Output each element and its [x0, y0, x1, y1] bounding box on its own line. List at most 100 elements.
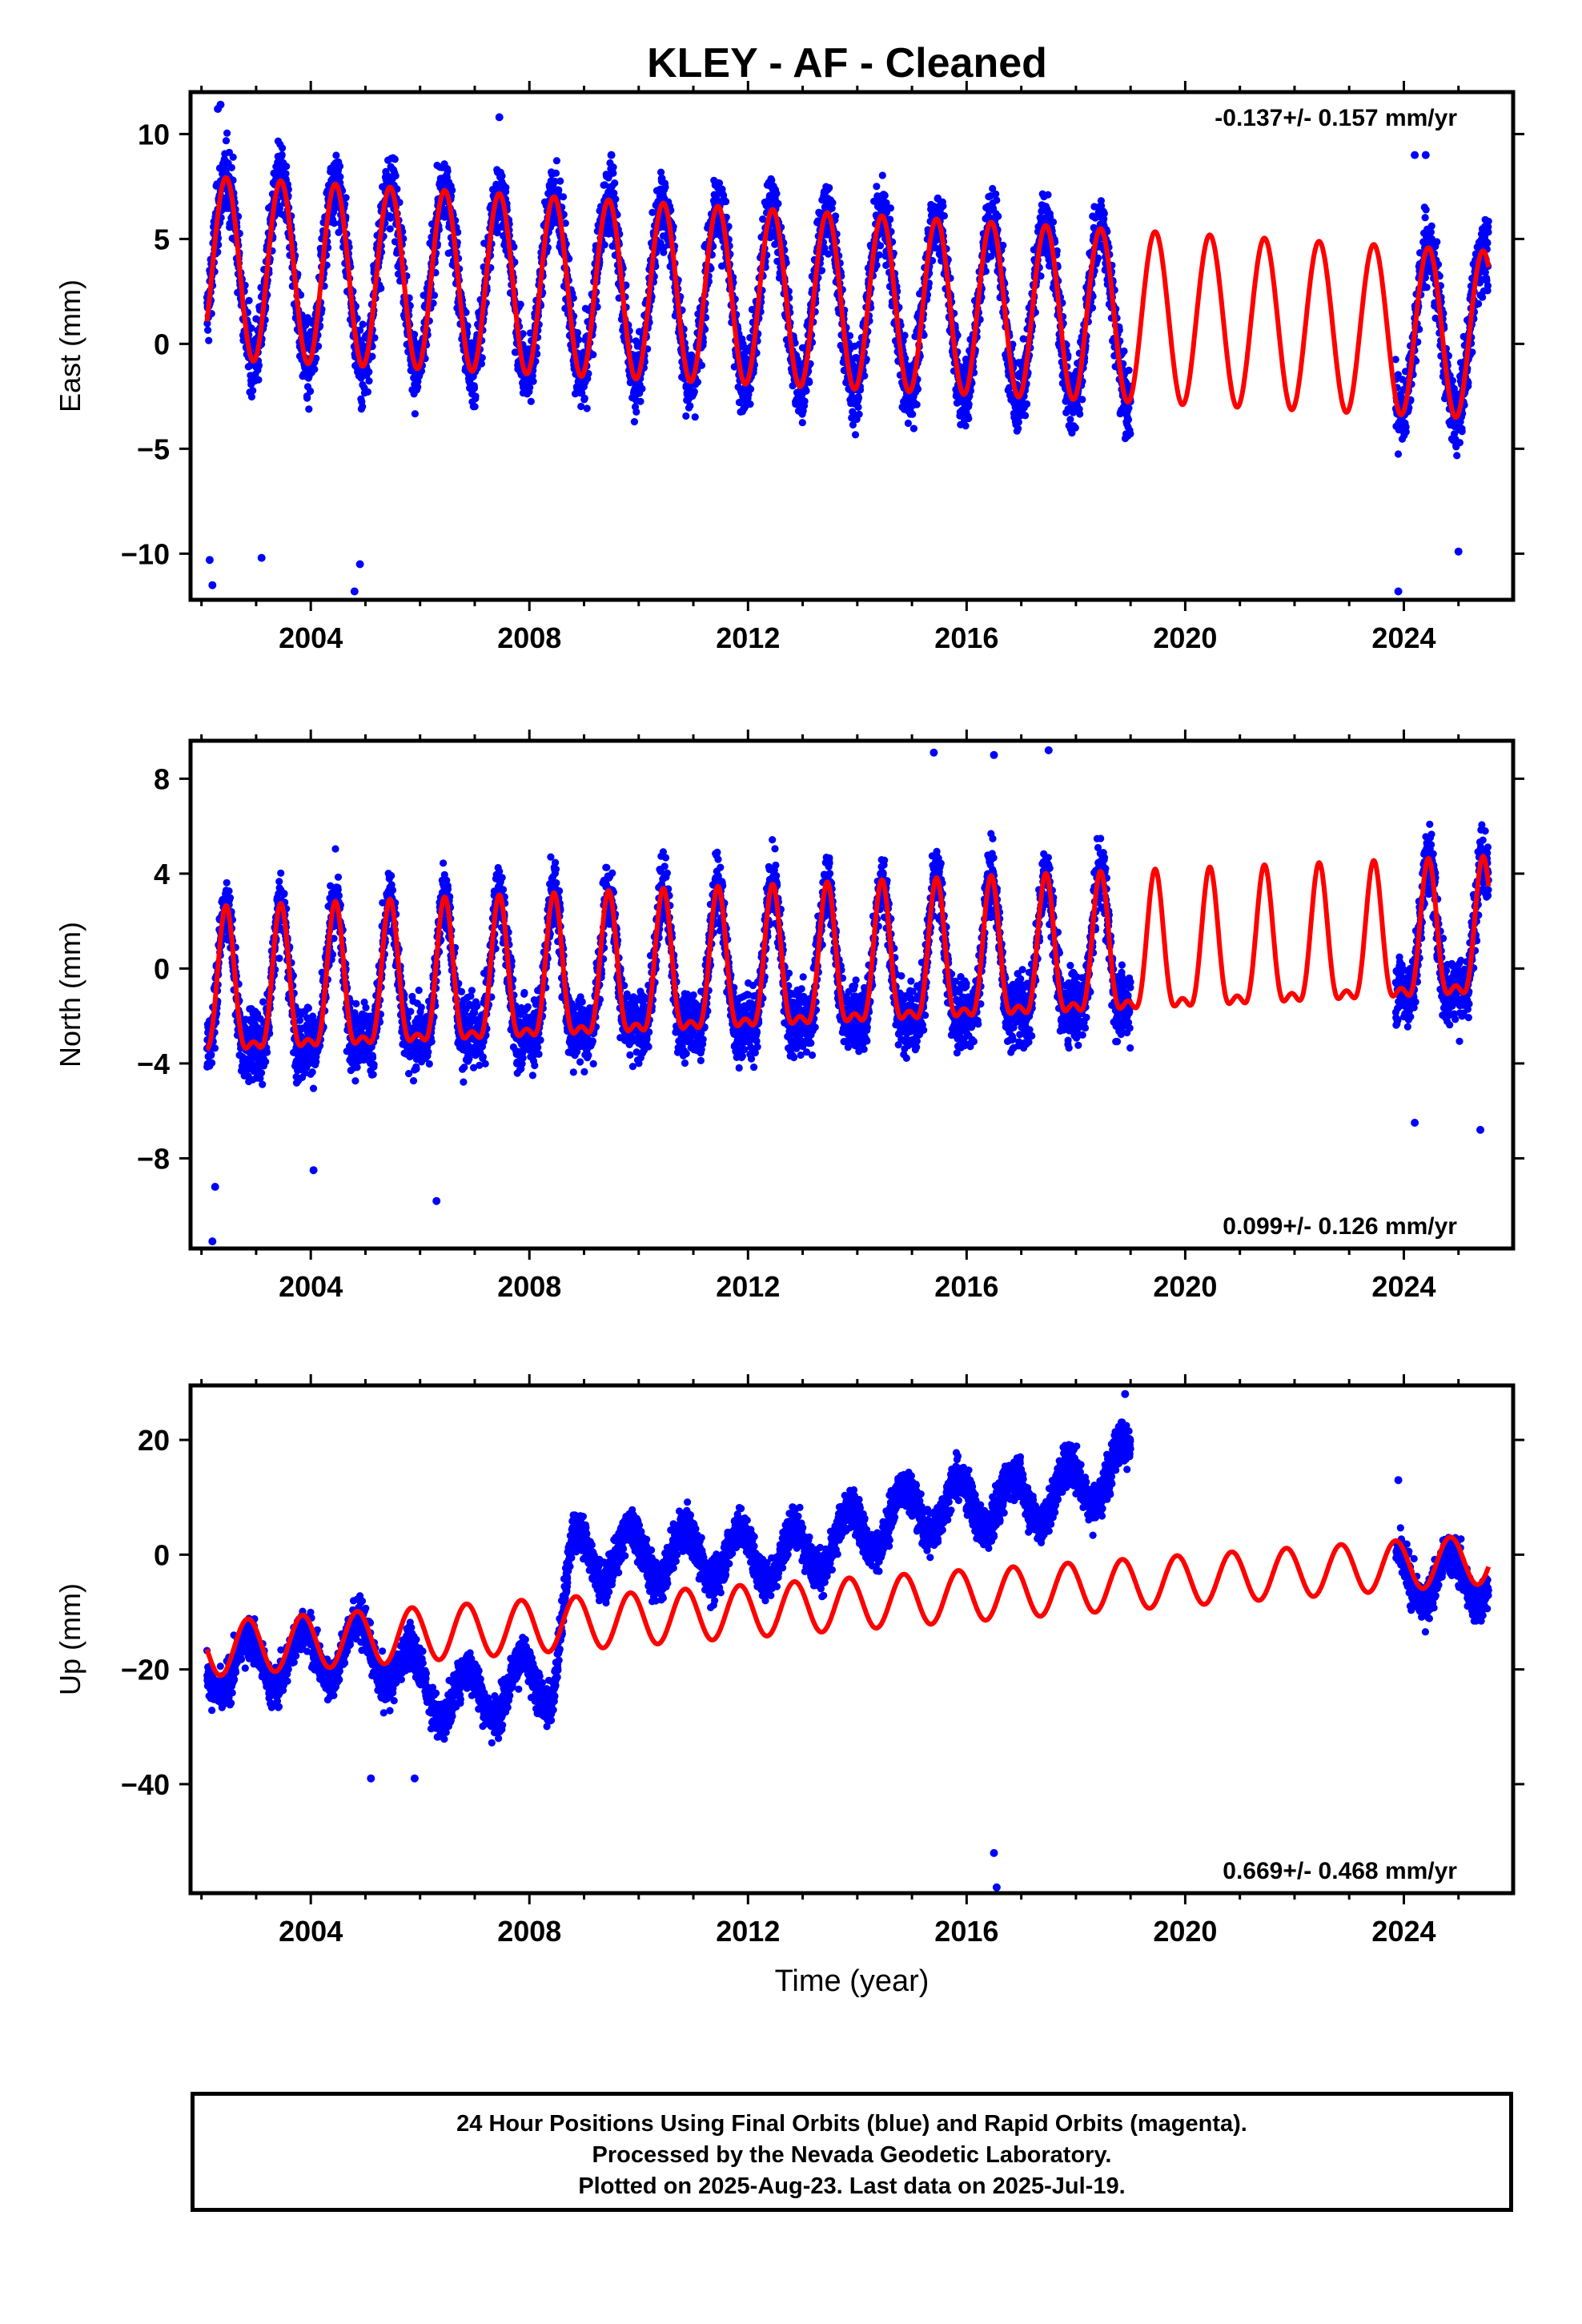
data-point — [1044, 191, 1052, 199]
data-point — [386, 225, 394, 233]
data-point — [682, 412, 690, 420]
data-point — [630, 418, 639, 426]
data-point — [470, 384, 479, 392]
data-point — [1014, 424, 1022, 432]
data-point — [661, 183, 669, 191]
data-point — [1071, 424, 1079, 432]
data-point — [875, 251, 883, 259]
data-point — [311, 365, 319, 373]
data-point — [227, 163, 235, 171]
data-point — [307, 387, 315, 396]
data-point — [472, 392, 480, 400]
data-point — [773, 190, 781, 198]
data-point — [1023, 400, 1031, 408]
data-point — [315, 342, 323, 350]
data-point — [245, 296, 253, 304]
data-point — [411, 410, 420, 418]
data-point — [825, 183, 833, 192]
data-point — [223, 129, 231, 137]
data-point — [559, 193, 568, 201]
data-point — [377, 284, 385, 292]
data-point — [851, 431, 860, 439]
data-point — [529, 377, 537, 385]
data-point — [901, 332, 909, 340]
data-point — [222, 137, 231, 145]
data-point — [205, 336, 213, 344]
data-point — [690, 388, 698, 396]
data-point — [359, 320, 367, 328]
plot-area — [203, 100, 1492, 596]
data-point — [275, 204, 283, 212]
data-point — [992, 190, 1000, 198]
data-point — [1076, 410, 1084, 418]
data-point — [746, 400, 754, 408]
data-point — [335, 163, 344, 171]
data-point — [359, 403, 367, 411]
data-point — [632, 408, 640, 416]
data-point — [527, 397, 535, 405]
data-point — [552, 157, 561, 165]
data-point — [722, 198, 730, 206]
data-point — [471, 403, 479, 411]
data-point — [1066, 416, 1074, 424]
data-point — [249, 387, 257, 395]
data-point — [845, 332, 854, 340]
data-point — [391, 171, 400, 180]
data-point — [686, 402, 694, 410]
data-point — [516, 300, 524, 308]
data-point — [204, 326, 212, 334]
data-point — [556, 177, 564, 185]
data-point — [575, 336, 583, 344]
data-point — [854, 403, 862, 411]
data-point — [940, 211, 948, 220]
data-point — [904, 419, 912, 428]
data-point — [965, 415, 973, 423]
data-point — [881, 191, 889, 199]
data-point — [993, 196, 1001, 204]
data-point — [913, 385, 922, 393]
data-point — [589, 351, 597, 359]
data-point — [909, 410, 917, 418]
data-point — [368, 352, 376, 360]
data-point — [247, 392, 255, 401]
data-point — [332, 151, 340, 159]
data-point — [312, 354, 320, 362]
data-point — [342, 194, 350, 202]
data-point — [371, 334, 379, 342]
data-point — [203, 320, 211, 328]
data-point — [448, 187, 456, 195]
data-point — [498, 172, 506, 180]
data-point — [278, 151, 286, 159]
data-point — [526, 384, 534, 392]
data-point — [363, 388, 371, 396]
data-point — [330, 219, 339, 227]
data-point — [611, 179, 619, 187]
data-point — [1014, 418, 1022, 426]
data-point — [247, 324, 255, 332]
data-point — [878, 171, 886, 179]
data-point — [255, 361, 263, 369]
data-point — [638, 384, 646, 392]
data-point — [552, 169, 560, 177]
data-point — [774, 199, 782, 207]
data-point — [801, 397, 809, 405]
data-point — [283, 163, 291, 171]
data-point — [555, 186, 563, 194]
data-point — [962, 422, 970, 430]
data-point — [747, 385, 755, 393]
data-point — [1022, 412, 1030, 420]
data-point — [636, 397, 644, 405]
data-point — [365, 368, 373, 376]
data-point — [336, 173, 344, 181]
data-point — [356, 326, 364, 334]
data-point — [939, 202, 947, 210]
data-point — [873, 183, 881, 191]
data-point — [876, 242, 885, 250]
data-point — [829, 199, 837, 207]
data-point — [502, 183, 510, 191]
data-point — [391, 155, 399, 163]
data-point — [802, 387, 810, 395]
